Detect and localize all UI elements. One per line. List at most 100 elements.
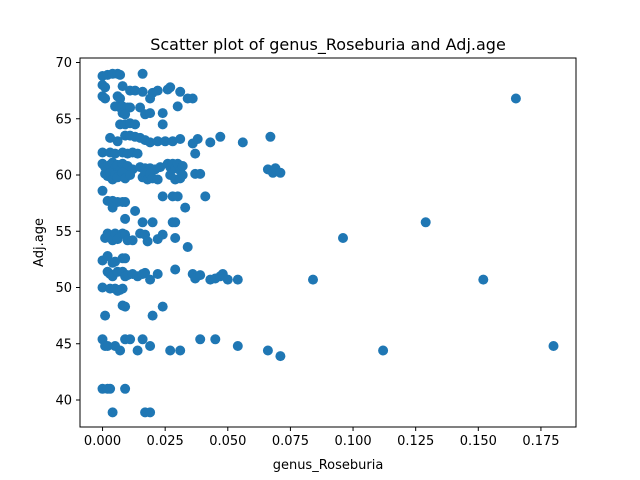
plot-frame (79, 57, 577, 428)
y-tick-label: 45 (55, 337, 72, 352)
data-point (117, 81, 128, 92)
data-point (120, 253, 131, 264)
data-point (120, 301, 131, 312)
data-point (115, 345, 126, 356)
data-point (175, 134, 186, 144)
data-point (172, 101, 183, 112)
x-tick-label: 0.000 (84, 434, 121, 449)
data-point (105, 132, 116, 143)
data-point (120, 213, 131, 224)
data-point (117, 283, 128, 294)
data-point (275, 167, 286, 178)
data-point (195, 168, 206, 179)
data-point (175, 86, 186, 97)
data-point (152, 136, 163, 147)
data-point (510, 93, 521, 104)
x-tick-label: 0.150 (460, 434, 497, 449)
data-point (145, 93, 156, 104)
data-point (120, 109, 131, 120)
data-point (152, 174, 163, 185)
data-point (155, 162, 166, 173)
data-point (262, 345, 273, 356)
data-point (157, 229, 168, 240)
data-point (157, 108, 168, 119)
data-point (132, 345, 143, 356)
data-point (125, 170, 136, 180)
data-point (127, 235, 138, 246)
x-axis-ticks: 0.000 0.025 0.050 0.075 0.100 0.125 0.150 0.175 (84, 427, 560, 449)
x-tick-label: 0.125 (397, 434, 434, 449)
data-point (137, 334, 148, 345)
data-point (195, 334, 206, 345)
data-point (137, 68, 148, 79)
data-point (308, 274, 318, 285)
data-point (200, 191, 211, 202)
data-point (177, 161, 188, 171)
data-point (130, 85, 141, 96)
data-point (215, 131, 226, 142)
data-point (205, 137, 216, 148)
data-point (145, 407, 156, 418)
y-tick-label: 55 (55, 225, 72, 240)
data-point (137, 217, 148, 228)
data-point (265, 131, 276, 142)
data-point (130, 206, 141, 216)
data-point (97, 147, 108, 158)
x-tick-label: 0.175 (522, 434, 559, 449)
data-point (160, 136, 171, 147)
data-point (145, 137, 156, 148)
data-point (132, 148, 143, 159)
data-point (142, 236, 153, 247)
data-point (125, 334, 136, 345)
y-tick-label: 40 (55, 394, 72, 409)
data-point (338, 233, 348, 243)
data-point (137, 86, 148, 97)
data-point (145, 274, 156, 285)
data-point (170, 264, 181, 275)
data-point (548, 341, 559, 351)
data-point (100, 93, 111, 104)
data-point (190, 148, 201, 159)
data-point (167, 136, 178, 147)
data-point (100, 310, 111, 321)
y-tick-label: 70 (55, 56, 72, 71)
data-point (110, 148, 121, 159)
data-point (192, 134, 203, 144)
data-point (97, 185, 108, 196)
data-point (165, 345, 176, 356)
data-point (157, 301, 168, 312)
data-point (182, 242, 193, 252)
data-point (130, 119, 141, 130)
data-point (180, 202, 191, 213)
data-point (187, 93, 198, 104)
data-point (115, 69, 126, 80)
data-point (170, 217, 181, 228)
data-point (105, 383, 116, 394)
data-point (107, 202, 118, 213)
y-axis-ticks: 40 45 50 55 60 65 70 (55, 56, 80, 409)
data-point (275, 351, 286, 362)
data-point (97, 282, 108, 293)
y-axis-label: Adj.age (32, 218, 47, 267)
data-point (120, 383, 131, 394)
data-point (232, 341, 243, 351)
data-point (100, 82, 111, 93)
data-point (175, 345, 186, 356)
data-point (120, 197, 131, 207)
x-tick-label: 0.075 (272, 434, 309, 449)
data-point (112, 136, 123, 147)
y-tick-label: 60 (55, 169, 72, 184)
data-point (177, 170, 188, 180)
data-point (195, 270, 206, 281)
data-point (145, 108, 156, 119)
data-point (157, 191, 168, 202)
data-point (420, 217, 431, 228)
y-tick-label: 50 (55, 281, 72, 296)
x-tick-label: 0.050 (209, 434, 246, 449)
data-point (102, 341, 113, 351)
data-point (157, 119, 168, 130)
data-point (378, 345, 389, 356)
data-point (232, 274, 243, 285)
